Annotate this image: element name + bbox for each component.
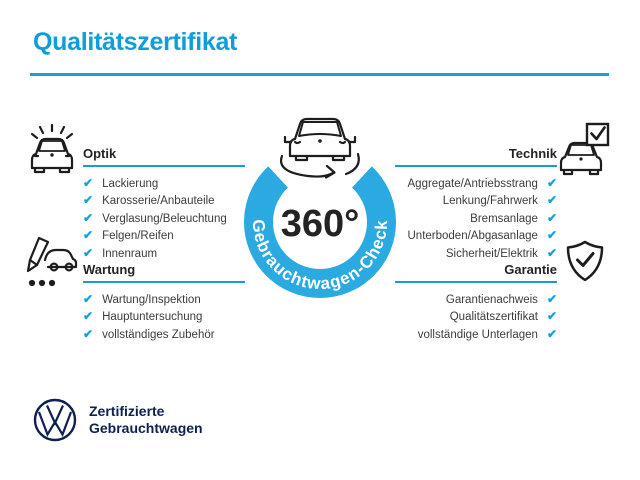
checklist-item: Qualitätszertifikat ✔ bbox=[395, 308, 557, 325]
check-icon: ✔ bbox=[546, 309, 557, 324]
checklist-item: Aggregate/Antriebsstrang ✔ bbox=[395, 175, 557, 192]
car-checkbox-icon bbox=[559, 122, 610, 176]
section-title: Technik bbox=[508, 146, 557, 161]
check-icon: ✔ bbox=[546, 292, 557, 306]
section-divider bbox=[83, 165, 245, 167]
checklist-item: ✔ Wartung/Inspektion bbox=[83, 291, 245, 308]
checklist-item: Sicherheit/Elektrik ✔ bbox=[395, 245, 557, 262]
section-divider bbox=[395, 165, 557, 167]
section-garantie: Garantie Garantienachweis ✔ Qualitätszert… bbox=[395, 263, 557, 343]
checklist-item: ✔ Innenraum bbox=[83, 245, 245, 262]
checklist-item: ✔ Verglasung/Beleuchtung bbox=[83, 210, 245, 227]
checklist-item-label: Aggregate/Antriebsstrang bbox=[407, 178, 538, 190]
checklist-item-label: vollständige Unterlagen bbox=[417, 328, 538, 341]
checklist-item-label: Bremsanlage bbox=[470, 212, 538, 225]
section-title: Optik bbox=[83, 146, 117, 161]
checklist-item-label: Lenkung/Fahrwerk bbox=[442, 195, 538, 208]
check-icon: ✔ bbox=[83, 309, 94, 324]
checklist-item-label: Sicherheit/Elektrik bbox=[445, 247, 538, 260]
check-icon: ✔ bbox=[546, 326, 557, 341]
checklist-item: vollständige Unterlagen ✔ bbox=[395, 326, 557, 343]
header-divider bbox=[30, 73, 609, 76]
section-title: Wartung bbox=[83, 262, 136, 277]
section-technik: Technik Aggregate/Antriebsstrang ✔ Lenkun… bbox=[395, 147, 557, 262]
checklist-item-label: Karosserie/Anbauteile bbox=[102, 195, 215, 208]
checklist-item: Bremsanlage ✔ bbox=[395, 210, 557, 227]
checklist-item-label: Felgen/Reifen bbox=[102, 230, 174, 243]
check-icon: ✔ bbox=[546, 210, 557, 225]
check-icon: ✔ bbox=[83, 193, 94, 208]
check-icon: ✔ bbox=[83, 210, 94, 225]
section-divider bbox=[83, 281, 245, 283]
check-icon: ✔ bbox=[83, 245, 94, 260]
brand-label-line2: Gebrauchtwagen bbox=[89, 420, 203, 436]
check-icon: ✔ bbox=[83, 326, 94, 341]
checklist-item: Lenkung/Fahrwerk ✔ bbox=[395, 192, 557, 209]
degree-label: 360° bbox=[281, 203, 360, 245]
page-title: Qualitätszertifikat bbox=[33, 28, 238, 56]
service-checklist-icon bbox=[26, 236, 78, 287]
section-wartung: Wartung ✔ Wartung/Inspektion ✔ Hauptunters… bbox=[83, 263, 245, 343]
check-icon: ✔ bbox=[83, 292, 94, 306]
checklist-item-label: Unterboden/Abgasanlage bbox=[407, 230, 538, 243]
checklist-item-label: Innenraum bbox=[102, 247, 158, 260]
brand-label: Zertifizierte Gebrauchtwagen bbox=[89, 403, 203, 437]
check-icon: ✔ bbox=[546, 176, 557, 190]
vw-logo bbox=[33, 398, 77, 442]
car-360-check-graphic: 360° Gebrauchtwagen-Check bbox=[244, 117, 396, 298]
checklist-item: ✔ Hauptuntersuchung bbox=[83, 308, 245, 325]
checklist-item-label: Qualitätszertifikat bbox=[449, 311, 538, 324]
checklist-item: ✔ vollständiges Zubehör bbox=[83, 326, 245, 343]
checklist-item: ✔ Felgen/Reifen bbox=[83, 227, 245, 244]
shield-check-icon bbox=[566, 240, 604, 282]
checklist-item: ✔ Lackierung bbox=[83, 175, 245, 192]
car-shine-icon bbox=[30, 123, 74, 174]
brand-label-line1: Zertifizierte bbox=[89, 403, 165, 419]
checklist-item-label: Verglasung/Beleuchtung bbox=[102, 212, 227, 225]
section-divider bbox=[395, 281, 557, 283]
check-icon: ✔ bbox=[546, 193, 557, 208]
checklist-item-label: Hauptuntersuchung bbox=[102, 311, 203, 324]
checklist-item-label: Wartung/Inspektion bbox=[102, 294, 201, 306]
check-icon: ✔ bbox=[546, 245, 557, 260]
ring-shape bbox=[244, 166, 396, 298]
checklist-item: Garantienachweis ✔ bbox=[395, 291, 557, 308]
section-optik: Optik ✔ Lackierung ✔ Karosserie/Anbauteile… bbox=[83, 147, 245, 262]
checklist-item: Unterboden/Abgasanlage ✔ bbox=[395, 227, 558, 244]
section-title: Garantie bbox=[504, 262, 557, 277]
check-icon: ✔ bbox=[83, 228, 94, 243]
checklist-item-label: Lackierung bbox=[102, 178, 159, 190]
check-icon: ✔ bbox=[546, 228, 557, 243]
checklist-item-label: Garantienachweis bbox=[445, 294, 538, 306]
car-rotation-icon bbox=[279, 117, 360, 179]
checklist-item: ✔ Karosserie/Anbauteile bbox=[83, 192, 245, 209]
checklist-item-label: vollständiges Zubehör bbox=[102, 328, 215, 341]
check-icon: ✔ bbox=[83, 176, 94, 190]
